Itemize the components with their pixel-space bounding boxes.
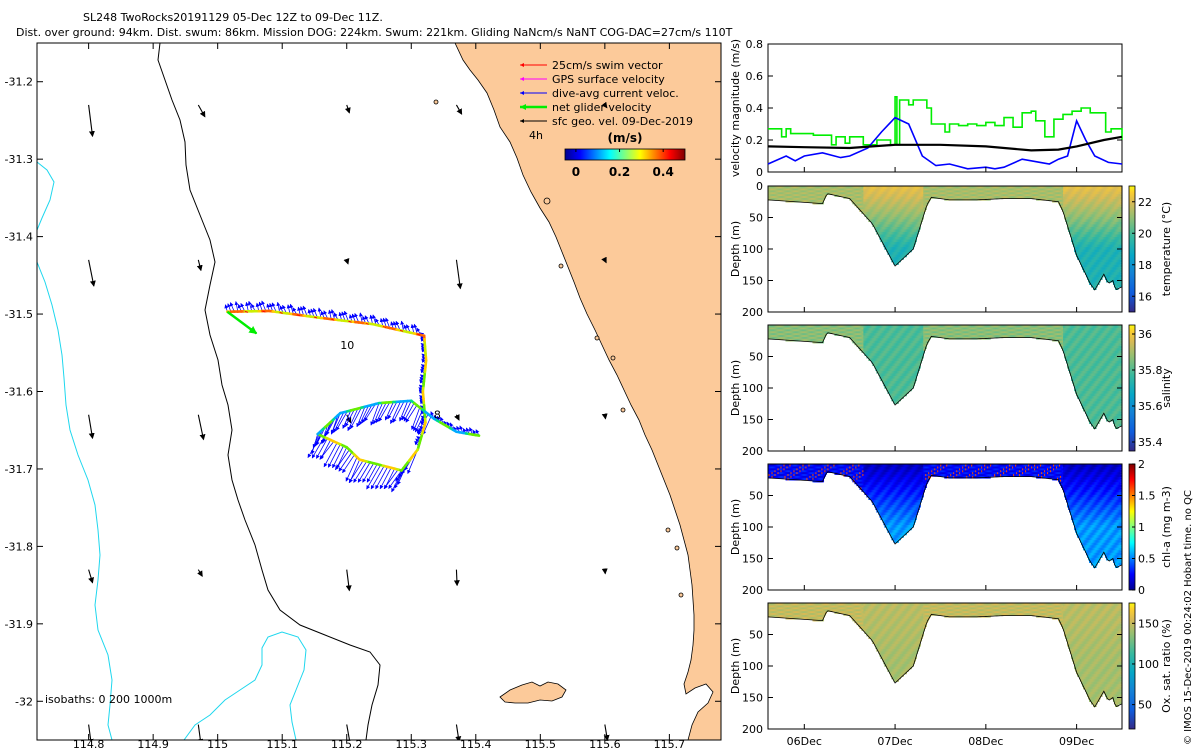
day-label: 10 [340, 339, 354, 352]
day-label: 8 [434, 409, 441, 422]
velocity-y-tick-label: 0.2 [746, 134, 764, 147]
map-y-tick-label: -32 [15, 695, 33, 708]
velocity-y-tick-label: 0.8 [746, 38, 764, 51]
velocity-y-tick-label: 0 [756, 166, 763, 179]
map-x-tick-label: 115.6 [589, 738, 621, 750]
velocity-y-tick-label: 0.6 [746, 70, 764, 83]
track-segment [476, 435, 479, 436]
scale-arrow-label: 4h [529, 129, 543, 142]
map-x-tick-label: 114.8 [73, 738, 105, 750]
colorbar-tick-label: 0.4 [653, 165, 674, 179]
map-y-tick-label: -31.2 [5, 76, 33, 89]
map-x-tick-label: 115 [207, 738, 228, 750]
colorbar-tick-label: 0 [572, 165, 580, 179]
colorbar-tick-label: 0.2 [609, 165, 630, 179]
map-y-tick-label: -31.8 [5, 540, 33, 553]
map-y-tick-label: -31.7 [5, 463, 33, 476]
map-x-tick-label: 115.1 [266, 738, 298, 750]
map-x-tick-label: 115.2 [331, 738, 363, 750]
legend-label-dac: dive-avg current veloc. [552, 87, 679, 100]
legend-label-net: net glider velocity [552, 101, 652, 114]
velocity-y-tick-label: 0.4 [746, 102, 764, 115]
legend-label-geo: sfc geo. vel. 09-Dec-2019 [552, 115, 693, 128]
map-x-tick-label: 115.4 [460, 738, 492, 750]
map-panel: 10 8 114.8 114.9 115 115.1 115.2 115.3 115.4 115… [5, 43, 721, 750]
map-y-tick-label: -31.4 [5, 231, 33, 244]
speed-colorbar [565, 149, 685, 160]
map-x-tick-label: 114.9 [137, 738, 169, 750]
map-x-tick-label: 115.3 [396, 738, 428, 750]
map-y-tick-label: -31.9 [5, 618, 33, 631]
map-y-tick-label: -31.6 [5, 386, 33, 399]
map-y-tick-label: -31.5 [5, 308, 33, 321]
colorbar-title: (m/s) [608, 131, 643, 145]
map-y-tick-label: -31.3 [5, 153, 33, 166]
map-x-tick-label: 115.7 [654, 738, 686, 750]
legend-label-swim: 25cm/s swim vector [552, 59, 663, 72]
legend-label-gps: GPS surface velocity [552, 73, 665, 86]
isobath-label: isobaths: 0 200 1000m [45, 693, 172, 706]
velocity-ylabel: velocity magnitude (m/s) [729, 39, 742, 177]
geo-vector [456, 570, 457, 586]
map-x-tick-label: 115.5 [525, 738, 557, 750]
geo-vector [605, 415, 606, 419]
velocity-panel: 0 0.2 0.4 0.6 0.8 velocity magnitude (m/s) [729, 38, 1122, 179]
